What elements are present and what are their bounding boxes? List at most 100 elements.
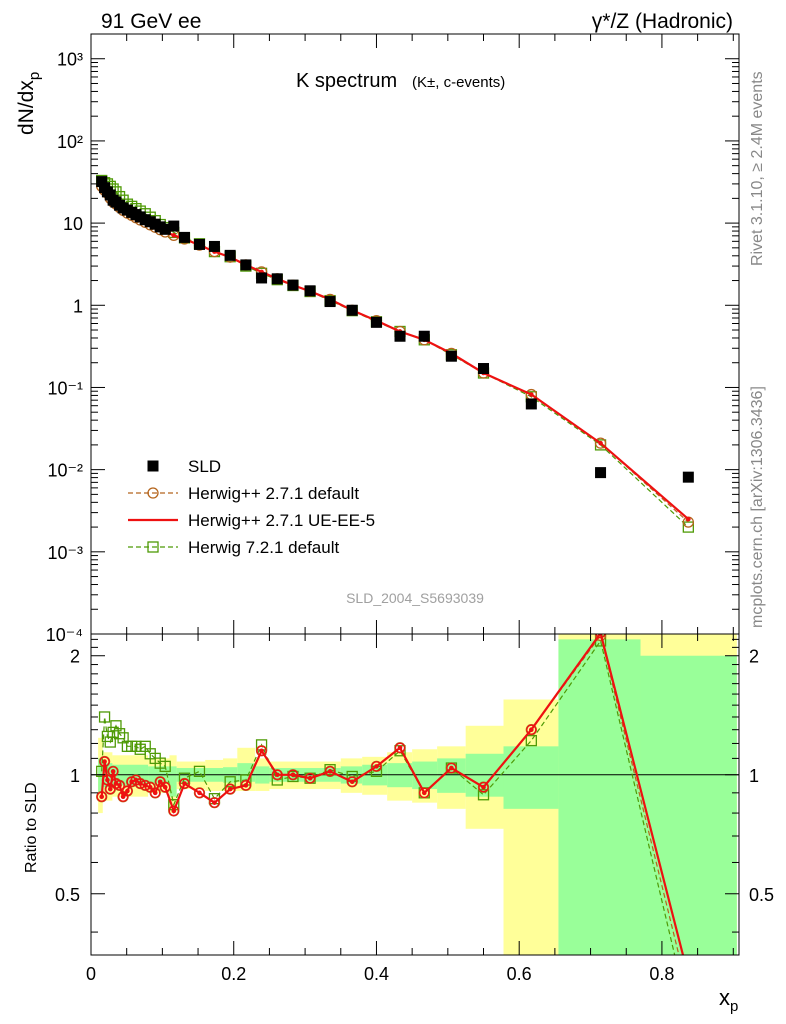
ratio-point-herwig-2-7-1-ue-ee-5 <box>117 783 122 788</box>
data-point-sld <box>370 316 382 328</box>
ratio-point-herwig-2-7-1-ue-ee-5 <box>227 786 233 792</box>
ratio-point-herwig-2-7-1-ue-ee-5 <box>122 785 133 797</box>
data-point-herwig-2-7-1-ue-ee-5 <box>529 392 534 397</box>
ratio-point-herwig-2-7-1-ue-ee-5 <box>99 794 105 799</box>
ratio-point-herwig-2-7-1-ue-ee-5 <box>371 761 382 772</box>
ratio-point-herwig-7-2-1-default <box>110 720 122 732</box>
data-point-sld <box>525 398 537 410</box>
ratio-point-herwig-2-7-1-ue-ee-5 <box>110 769 116 774</box>
ratio-series-herwig-2-7-1-ue-ee-5 <box>96 634 693 980</box>
data-point-sld <box>324 296 336 308</box>
chart-subtitle: (K±, c-events) <box>412 74 505 91</box>
x-axis-label-sub: p <box>730 998 738 1015</box>
ratio-point-herwig-2-7-1-ue-ee-5 <box>147 784 153 790</box>
legend-marker-herwig-7-2-1-default <box>147 541 159 553</box>
ratio-point-herwig-2-7-1-ue-ee-5 <box>125 788 130 794</box>
legend-label-herwig-2-7-1-default: Herwig++ 2.7.1 default <box>188 484 359 503</box>
legend: SLD Herwig++ 2.7.1 default Herwig++ 2.7.1 … <box>128 457 375 557</box>
y-tick-label-main: 10⁻⁴ <box>46 625 83 645</box>
x-tick-label: 0.6 <box>507 964 532 984</box>
x-axis-label: xp <box>719 985 738 1015</box>
ratio-frame <box>90 633 740 956</box>
ratio-point-herwig-7-2-1-default <box>477 789 490 801</box>
data-point-sld <box>178 231 190 243</box>
ratio-point-herwig-2-7-1-ue-ee-5 <box>259 748 264 754</box>
legend-label-herwig-7-2-1-default: Herwig 7.2.1 default <box>188 538 339 557</box>
ratio-point-herwig-2-7-1-ue-ee-5 <box>324 766 336 777</box>
ratio-panel: 0 0.2 0.4 0.6 0.8 0.5 0.5 1 1 2 2 Ratio to SLD xp <box>23 633 774 1015</box>
main-y-axis-label: dN/dxp <box>15 72 43 135</box>
data-point-sld <box>682 471 694 483</box>
data-point-sld <box>224 249 236 261</box>
ratio-band-inner <box>98 758 103 793</box>
ratio-point-herwig-7-2-1-default <box>98 711 111 723</box>
data-point-sld <box>304 285 316 297</box>
ratio-point-herwig-2-7-1-ue-ee-5 <box>256 745 267 756</box>
data-point-sld <box>96 176 108 188</box>
main-y-axis-label-sub: p <box>26 72 43 80</box>
y-tick-label-main: 10³ <box>57 50 83 70</box>
data-point-herwig-2-7-1-ue-ee-5 <box>598 440 603 446</box>
ratio-point-herwig-2-7-1-default <box>594 634 607 642</box>
ratio-point-herwig-2-7-1-ue-ee-5 <box>684 971 693 980</box>
data-point-sld <box>418 330 430 342</box>
ratio-point-herwig-7-2-1-default <box>159 760 171 773</box>
ratio-point-herwig-2-7-1-ue-ee-5 <box>179 778 190 789</box>
ratio-point-herwig-2-7-1-ue-ee-5 <box>152 790 158 796</box>
data-point-sld <box>240 259 252 271</box>
x-tick-label: 0.2 <box>221 964 246 984</box>
ratio-point-herwig-2-7-1-ue-ee-5 <box>105 783 116 795</box>
ratio-point-herwig-2-7-1-ue-ee-5 <box>397 745 403 751</box>
ratio-point-herwig-2-7-1-ue-ee-5 <box>272 769 283 780</box>
ratio-point-herwig-2-7-1-ue-ee-5 <box>446 762 457 774</box>
y-tick-label-main: 10 <box>63 214 83 234</box>
ratio-point-herwig-2-7-1-ue-ee-5 <box>107 766 119 777</box>
data-point-sld <box>271 273 283 285</box>
data-point-sld <box>256 272 268 284</box>
data-point-sld <box>159 223 171 235</box>
mcplots-source-label: mcplots.cern.ch [arXiv:1306.3436] <box>749 386 766 628</box>
ratio-point-herwig-2-7-1-ue-ee-5 <box>421 790 427 796</box>
ratio-point-herwig-2-7-1-ue-ee-5 <box>160 782 171 793</box>
legend-marker-herwig-2-7-1-default <box>147 487 159 499</box>
legend-item-herwig-2-7-1-ue-ee-5: Herwig++ 2.7.1 UE-EE-5 <box>128 511 375 530</box>
ratio-point-herwig-2-7-1-ue-ee-5 <box>347 776 358 787</box>
main-panel: 10⁻⁴ 10⁻³ 10⁻² 10⁻¹ 1 10 10² 10³ K spectrum (K±… <box>15 33 740 645</box>
ratio-point-herwig-7-2-1-default <box>117 732 129 744</box>
ratio-point-herwig-2-7-1-ue-ee-5 <box>290 772 296 778</box>
ratio-point-herwig-2-7-1-ue-ee-5 <box>96 791 107 802</box>
ratio-point-herwig-2-7-1-ue-ee-5 <box>686 974 691 979</box>
ratio-point-herwig-2-7-1-ue-ee-5 <box>194 787 205 798</box>
data-point-sld <box>445 350 457 362</box>
legend-label-sld: SLD <box>188 457 221 476</box>
ratio-point-herwig-2-7-1-ue-ee-5 <box>209 797 220 808</box>
ratio-point-herwig-2-7-1-ue-ee-5 <box>99 756 110 767</box>
series-herwig-7-2-1-default <box>96 174 694 533</box>
main-y-axis-label-text: dN/dx <box>15 80 38 135</box>
ratio-point-herwig-7-2-1-default <box>224 776 236 788</box>
y-tick-label-main: 10⁻³ <box>47 543 83 563</box>
data-point-herwig-2-7-1-default <box>594 437 607 449</box>
ratio-point-herwig-2-7-1-ue-ee-5 <box>107 786 113 792</box>
ratio-point-herwig-7-2-1-default <box>113 728 126 740</box>
ratio-point-herwig-2-7-1-ue-ee-5 <box>287 769 299 780</box>
legend-item-herwig-7-2-1-default: Herwig 7.2.1 default <box>128 538 339 557</box>
data-point-herwig-2-7-1-ue-ee-5 <box>686 516 691 522</box>
analysis-id-label: SLD_2004_S5693039 <box>346 590 484 606</box>
ratio-point-herwig-7-2-1-default <box>193 765 206 778</box>
ratio-band-inner <box>640 655 737 955</box>
chart-title: K spectrum <box>296 70 397 92</box>
y-tick-label-ratio-right: 0.5 <box>749 885 774 905</box>
ratio-point-herwig-7-2-1-default <box>130 740 142 752</box>
y-tick-label-main: 10² <box>57 132 83 152</box>
header-right-label: γ*/Z (Hadronic) <box>592 10 733 33</box>
ratio-point-herwig-2-7-1-ue-ee-5 <box>212 800 217 805</box>
ratio-band-inner <box>169 766 177 797</box>
ratio-band-inner <box>558 639 641 955</box>
data-point-sld <box>287 279 299 291</box>
ratio-point-herwig-7-2-1-default <box>525 734 537 747</box>
ratio-point-herwig-2-7-1-ue-ee-5 <box>307 775 313 781</box>
data-point-sld <box>478 363 490 375</box>
y-tick-label-ratio-right: 2 <box>749 647 759 667</box>
